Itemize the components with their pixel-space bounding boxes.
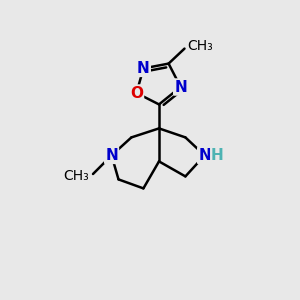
Text: N: N	[137, 61, 150, 76]
Text: O: O	[130, 85, 143, 100]
Text: CH₃: CH₃	[188, 39, 213, 53]
Text: H: H	[211, 148, 224, 163]
Text: N: N	[174, 80, 187, 94]
Text: N: N	[198, 148, 211, 163]
Text: N: N	[105, 148, 118, 163]
Text: CH₃: CH₃	[64, 169, 89, 183]
